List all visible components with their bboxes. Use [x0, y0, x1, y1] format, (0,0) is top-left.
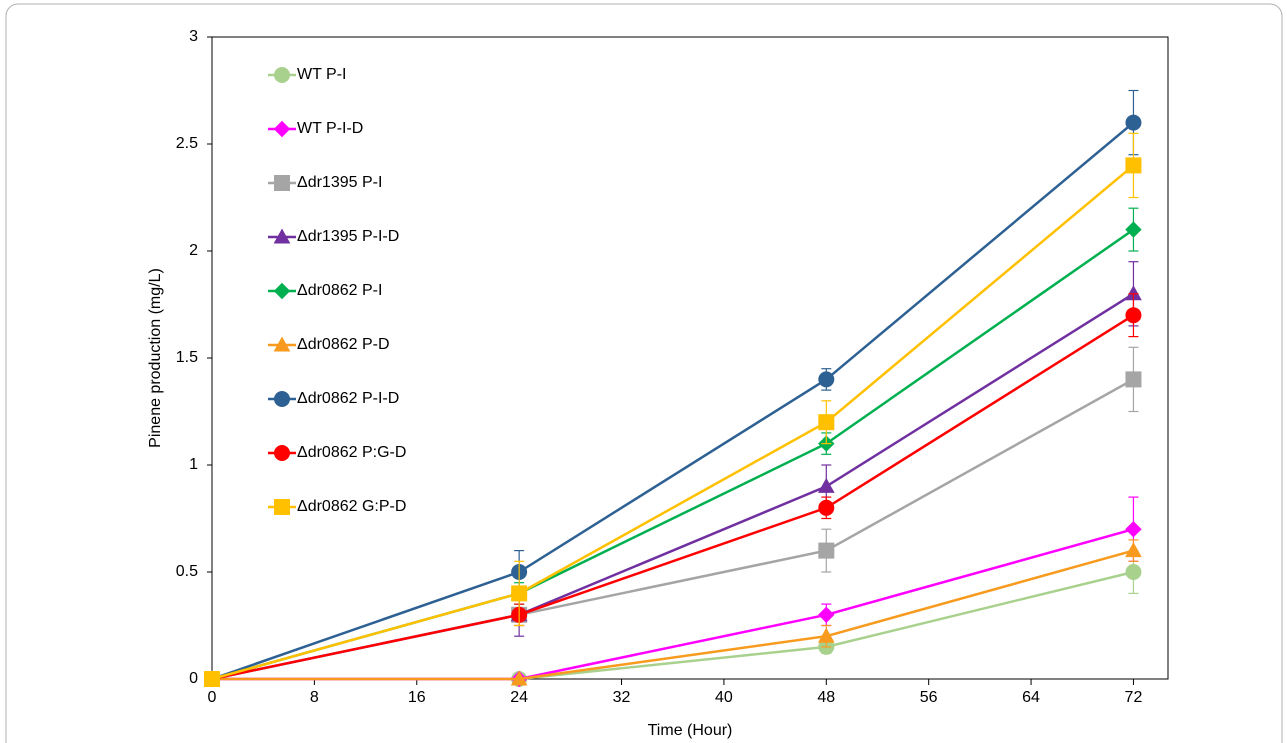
- x-tick-label: 16: [408, 689, 426, 706]
- x-tick-label: 48: [817, 689, 835, 706]
- legend-label: WT P-I-D: [297, 120, 363, 137]
- marker: [817, 477, 835, 493]
- marker: [204, 671, 220, 687]
- series-line: [211, 164, 1135, 681]
- legend-marker: [274, 175, 290, 191]
- marker: [510, 670, 528, 686]
- legend-label: Δdr0862 P-D: [297, 336, 390, 353]
- x-tick-label: 24: [510, 689, 528, 706]
- series-line: [212, 549, 1134, 681]
- legend-marker: [273, 336, 291, 352]
- legend-label: Δdr1395 P-I-D: [297, 228, 399, 245]
- marker: [1125, 307, 1142, 324]
- legend-marker: [274, 499, 290, 515]
- x-tick-label: 8: [310, 689, 319, 706]
- series-line: [211, 314, 1135, 681]
- legend-marker: [274, 67, 290, 83]
- frame: [5, 3, 1283, 743]
- x-tick-label: 56: [920, 689, 938, 706]
- legend-marker: [274, 445, 290, 461]
- y-tick-label: 0: [189, 670, 198, 687]
- y-tick-label: 2.5: [176, 135, 198, 152]
- x-tick-label: 64: [1022, 689, 1040, 706]
- marker: [1125, 221, 1142, 238]
- series-line: [211, 121, 1135, 681]
- legend-marker: [274, 391, 290, 407]
- marker: [1125, 520, 1142, 538]
- y-tick-label: 2: [189, 242, 198, 259]
- marker: [1125, 542, 1142, 558]
- y-tick-label: 0.5: [176, 563, 198, 580]
- legend-label: Δdr0862 P-I-D: [297, 390, 399, 407]
- x-tick-label: 72: [1125, 689, 1143, 706]
- x-tick-label: 0: [208, 689, 217, 706]
- marker: [818, 414, 835, 431]
- y-tick-label: 3: [189, 28, 198, 45]
- marker: [817, 627, 835, 643]
- legend-label: WT P-I: [297, 66, 346, 83]
- marker: [818, 542, 835, 559]
- legend-marker: [273, 282, 291, 300]
- y-axis-title: Pinene production (mg/L): [147, 268, 164, 448]
- marker: [1125, 157, 1142, 174]
- legend-label: Δdr0862 G:P-D: [297, 498, 406, 515]
- marker: [1125, 564, 1142, 580]
- legend-marker: [273, 120, 291, 138]
- legend-label: Δdr0862 P:G-D: [297, 444, 406, 461]
- series-line: [211, 378, 1135, 681]
- marker: [511, 585, 528, 602]
- marker: [1125, 371, 1142, 388]
- legend-label: Δdr0862 P-I: [297, 282, 382, 299]
- x-tick-label: 32: [613, 689, 631, 706]
- x-axis-title: Time (Hour): [648, 722, 733, 739]
- y-tick-label: 1: [189, 456, 198, 473]
- marker: [818, 606, 835, 624]
- marker: [818, 499, 835, 516]
- legend-label: Δdr1395 P-I: [297, 174, 382, 191]
- legend-marker: [273, 228, 291, 244]
- y-tick-label: 1.5: [176, 349, 198, 366]
- marker: [818, 371, 835, 388]
- x-tick-label: 40: [715, 689, 733, 706]
- marker: [1125, 114, 1142, 131]
